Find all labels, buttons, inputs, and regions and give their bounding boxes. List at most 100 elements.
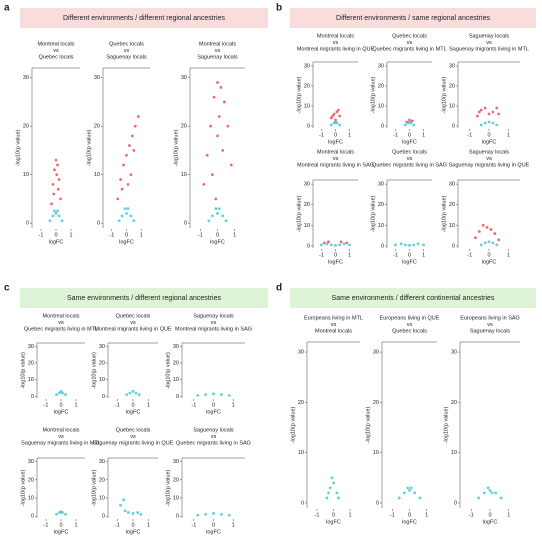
point (329, 116, 333, 120)
point (57, 178, 61, 181)
plot-title: Saguenay migrants living in QUE (93, 440, 174, 446)
x-tick-label: 0 (408, 252, 411, 258)
plot-title: Quebec locals (392, 33, 427, 39)
x-tick-label: 0 (487, 132, 490, 138)
y-tick-label: 10 (23, 172, 29, 178)
point (51, 214, 55, 218)
y-axis-label: -log10(p value) (15, 129, 21, 166)
y-tick-label: 10 (99, 495, 105, 501)
plot-title: Montreal locals (43, 313, 80, 319)
point (122, 498, 126, 502)
x-tick-label: 0 (334, 132, 337, 138)
point (59, 389, 63, 393)
y-tick-label: 30 (28, 344, 34, 350)
y-tick-label: 20 (99, 360, 105, 366)
x-axis-label: logFC (328, 259, 343, 265)
x-tick-label: 0 (125, 232, 128, 238)
point (219, 85, 223, 89)
point (331, 114, 335, 118)
point (120, 214, 124, 218)
point (214, 207, 218, 211)
y-tick-label: 30 (173, 344, 179, 350)
plot-title: Saguenay migrants living in MTL (21, 440, 101, 446)
point (406, 486, 410, 490)
y-tick-label: 0 (97, 221, 100, 227)
plot-title: Montreal locals (317, 33, 354, 39)
point (48, 219, 52, 223)
point (55, 512, 58, 516)
point (216, 81, 219, 84)
panel-letter: a (4, 3, 10, 14)
point (136, 115, 140, 118)
x-tick-label: -1 (393, 132, 398, 138)
point (64, 393, 67, 397)
y-tick-label: 30 (449, 182, 455, 188)
point (348, 243, 351, 247)
y-tick-label: 10 (449, 103, 455, 109)
panel-header: Different environments / same regional a… (336, 15, 490, 22)
point (339, 240, 343, 244)
plot-title: vs (486, 156, 492, 162)
y-axis-label: -log10(p value) (91, 469, 97, 506)
plot-title: vs (407, 156, 413, 162)
x-tick-label: 1 (422, 132, 425, 138)
point (486, 486, 490, 490)
x-tick-label: 0 (131, 522, 134, 528)
point (491, 241, 495, 245)
point (399, 242, 403, 246)
plot-title: Saguenay locals (470, 328, 511, 334)
y-tick-label: 10 (451, 450, 457, 456)
y-axis-label: -log10(p value) (20, 469, 26, 506)
point (51, 182, 55, 186)
panel-header: Same environments / different continenta… (332, 295, 495, 302)
x-axis-label: logFC (206, 529, 221, 535)
point (394, 243, 397, 247)
y-tick-label: 30 (304, 182, 310, 188)
point (327, 240, 330, 244)
point (483, 106, 487, 110)
y-tick-label: 20 (181, 124, 187, 130)
plot-title: vs (58, 320, 64, 326)
plot-title: Montreal locals (199, 41, 236, 47)
y-tick-label: 0 (31, 514, 34, 520)
plot-title: Montreal migrants living in QUE (94, 326, 172, 332)
point (122, 163, 125, 167)
plot-title: Quebec locals (39, 54, 74, 60)
point (130, 134, 134, 138)
plot-title: vs (211, 320, 217, 326)
y-tick-label: 30 (99, 459, 105, 465)
point (119, 503, 122, 507)
point (205, 153, 209, 157)
plot-title: Quebec locals (116, 427, 151, 433)
x-tick-label: 0 (54, 232, 57, 238)
y-axis-label: -log10(p value) (290, 406, 296, 443)
point (212, 95, 216, 99)
point (474, 236, 477, 240)
point (408, 488, 411, 492)
point (330, 476, 334, 480)
point (125, 393, 129, 397)
y-tick-label: 30 (23, 75, 29, 81)
point (216, 212, 219, 215)
point (137, 393, 141, 397)
point (214, 197, 218, 201)
point (479, 123, 483, 127)
point (487, 112, 491, 116)
x-tick-label: -1 (44, 522, 49, 528)
x-tick-label: 0 (488, 512, 491, 518)
point (56, 163, 59, 167)
plot-title: vs (130, 434, 136, 440)
point (196, 394, 200, 397)
y-tick-label: 20 (449, 202, 455, 208)
x-tick-label: -1 (115, 402, 120, 408)
panel-header-bg (20, 8, 268, 28)
point (320, 243, 323, 247)
x-axis-label: logFC (210, 239, 225, 245)
y-tick-label: 10 (173, 495, 179, 501)
x-axis-label: logFC (326, 519, 341, 525)
x-axis-label: logFC (402, 259, 417, 265)
point (128, 391, 132, 395)
y-tick-label: 10 (173, 377, 179, 383)
point (493, 232, 497, 235)
point (397, 496, 401, 500)
